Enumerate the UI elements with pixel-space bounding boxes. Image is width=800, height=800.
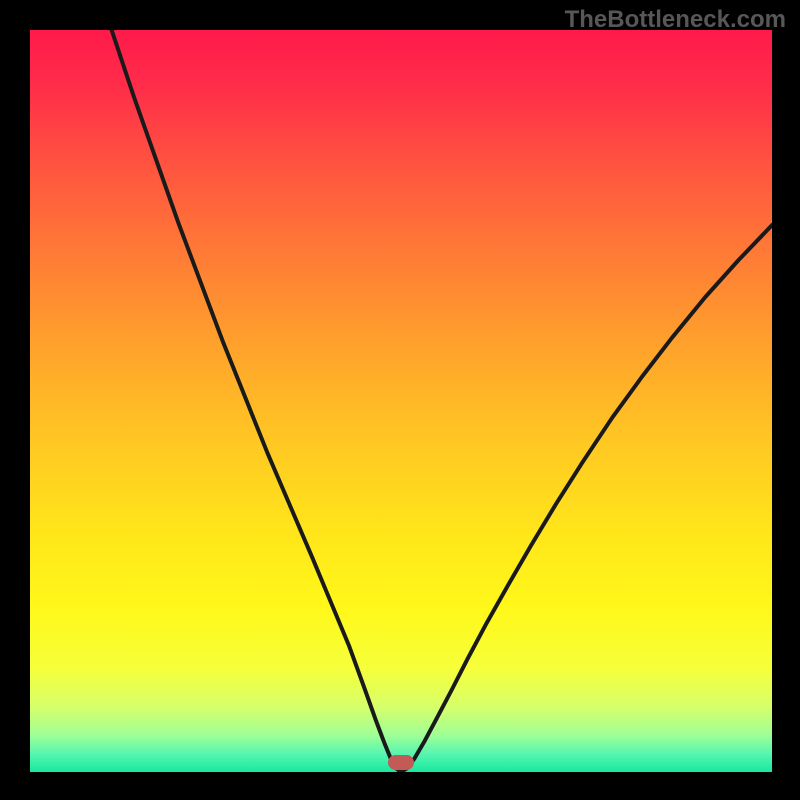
optimum-marker bbox=[388, 755, 414, 770]
plot-area bbox=[30, 30, 772, 772]
watermark-text: TheBottleneck.com bbox=[565, 6, 786, 34]
bottleneck-curve bbox=[30, 30, 772, 772]
chart-container: TheBottleneck.com bbox=[0, 0, 800, 800]
